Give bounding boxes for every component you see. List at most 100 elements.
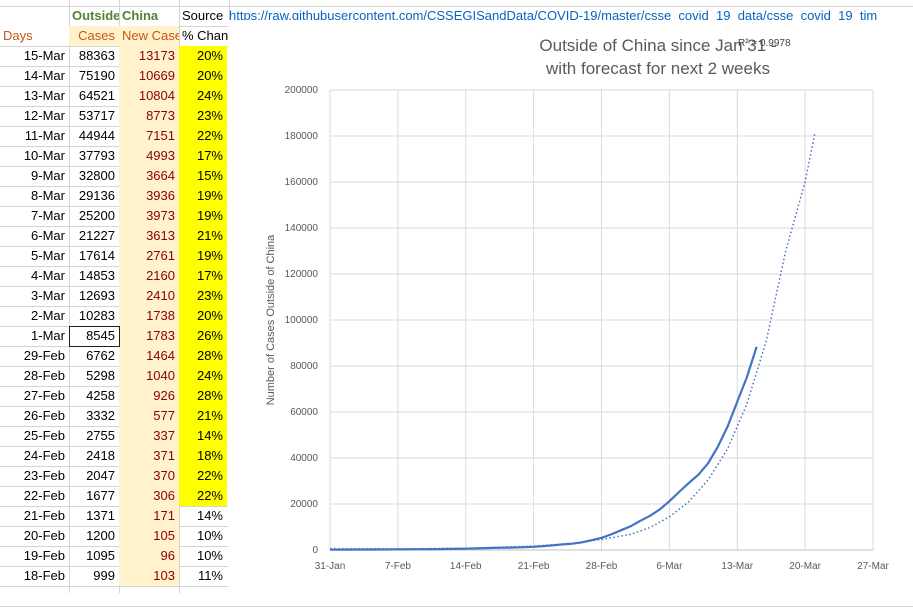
cell-new-cases[interactable]: 171 xyxy=(119,506,179,526)
cell-day[interactable]: 18-Feb xyxy=(23,568,65,583)
cell-cases[interactable]: 17614 xyxy=(78,248,115,263)
cell-cases[interactable]: 21227 xyxy=(78,228,115,243)
cell-cases[interactable]: 12693 xyxy=(78,288,115,303)
cell-day[interactable]: 8-Mar xyxy=(31,188,65,203)
cell-new-cases[interactable]: 1464 xyxy=(119,346,179,366)
cell-pct-change[interactable]: 23% xyxy=(179,106,227,126)
cell-day[interactable]: 28-Feb xyxy=(23,368,65,383)
cell-pct-change[interactable]: 24% xyxy=(179,366,227,386)
cell-new-cases[interactable]: 337 xyxy=(119,426,179,446)
cell-day[interactable]: 9-Mar xyxy=(31,168,65,183)
cell-new-cases[interactable]: 4993 xyxy=(119,146,179,166)
cell-cases[interactable]: 64521 xyxy=(78,88,115,103)
cell-cases[interactable]: 8545 xyxy=(86,328,115,343)
cell-day[interactable]: 1-Mar xyxy=(31,328,65,343)
cell-pct-change[interactable]: 21% xyxy=(179,226,227,246)
cell-day[interactable]: 21-Feb xyxy=(23,508,65,523)
cell-new-cases[interactable]: 13173 xyxy=(119,46,179,66)
cell-day[interactable]: 7-Mar xyxy=(31,208,65,223)
cell-cases[interactable]: 14853 xyxy=(78,268,115,283)
cell-new-cases[interactable]: 105 xyxy=(119,526,179,546)
cell-day[interactable]: 3-Mar xyxy=(31,288,65,303)
header-source[interactable]: Source xyxy=(182,8,224,23)
cell-new-cases[interactable]: 8773 xyxy=(119,106,179,126)
cell-pct-change[interactable]: 14% xyxy=(179,426,227,446)
cell-day[interactable]: 10-Mar xyxy=(23,148,65,163)
cell-new-cases[interactable]: 2160 xyxy=(119,266,179,286)
cell-cases[interactable]: 1677 xyxy=(86,488,115,503)
cell-day[interactable]: 6-Mar xyxy=(31,228,65,243)
cell-pct-change[interactable]: 20% xyxy=(179,306,227,326)
chart-area[interactable]: Outside of China since Jan 31 - with for… xyxy=(228,20,913,593)
cell-new-cases[interactable]: 10669 xyxy=(119,66,179,86)
cell-new-cases[interactable]: 3973 xyxy=(119,206,179,226)
cell-pct-change[interactable]: 17% xyxy=(179,146,227,166)
cell-cases[interactable]: 2418 xyxy=(86,448,115,463)
cell-pct-change[interactable]: 26% xyxy=(179,326,227,346)
cell-pct-change[interactable]: 28% xyxy=(179,386,227,406)
cell-day[interactable]: 27-Feb xyxy=(23,388,65,403)
cell-cases[interactable]: 10283 xyxy=(78,308,115,323)
cell-pct-change[interactable]: 22% xyxy=(179,126,227,146)
cell-day[interactable]: 22-Feb xyxy=(23,488,65,503)
cell-cases[interactable]: 53717 xyxy=(78,108,115,123)
cell-cases[interactable]: 6762 xyxy=(86,348,115,363)
cell-pct-change[interactable]: 17% xyxy=(179,266,227,286)
cell-cases[interactable]: 25200 xyxy=(78,208,115,223)
cell-cases[interactable]: 32800 xyxy=(78,168,115,183)
cell-cases[interactable]: 1095 xyxy=(86,548,115,563)
cell-pct-change[interactable]: 19% xyxy=(179,206,227,226)
cell-cases[interactable]: 5298 xyxy=(86,368,115,383)
cell-pct-change[interactable]: 22% xyxy=(179,486,227,506)
cell-new-cases[interactable]: 926 xyxy=(119,386,179,406)
cell-new-cases[interactable]: 1040 xyxy=(119,366,179,386)
cell-new-cases[interactable]: 96 xyxy=(119,546,179,566)
cell-pct-change[interactable]: 18% xyxy=(179,446,227,466)
cell-cases[interactable]: 999 xyxy=(93,568,115,583)
cell-day[interactable]: 4-Mar xyxy=(31,268,65,283)
cell-pct-change[interactable]: 10% xyxy=(196,548,223,563)
cell-pct-change[interactable]: 22% xyxy=(179,466,227,486)
cell-pct-change[interactable]: 19% xyxy=(179,246,227,266)
cell-new-cases[interactable]: 10804 xyxy=(119,86,179,106)
cell-new-cases[interactable]: 2761 xyxy=(119,246,179,266)
cell-cases[interactable]: 44944 xyxy=(78,128,115,143)
cell-new-cases[interactable]: 1738 xyxy=(119,306,179,326)
cell-day[interactable]: 13-Mar xyxy=(23,88,65,103)
header-new-cases[interactable]: New Case xyxy=(119,26,179,46)
cell-new-cases[interactable]: 7151 xyxy=(119,126,179,146)
cell-pct-change[interactable]: 19% xyxy=(179,186,227,206)
header-china[interactable]: China xyxy=(122,8,159,23)
cell-pct-change[interactable]: 20% xyxy=(179,46,227,66)
cell-day[interactable]: 12-Mar xyxy=(23,108,65,123)
cell-cases[interactable]: 88363 xyxy=(78,48,115,63)
cell-pct-change[interactable]: 15% xyxy=(179,166,227,186)
cell-day[interactable]: 26-Feb xyxy=(23,408,65,423)
cell-pct-change[interactable]: 21% xyxy=(179,406,227,426)
cell-day[interactable]: 19-Feb xyxy=(23,548,65,563)
cell-day[interactable]: 23-Feb xyxy=(23,468,65,483)
cell-day[interactable]: 2-Mar xyxy=(31,308,65,323)
header-cases[interactable]: Cases xyxy=(69,26,119,46)
header-outside[interactable]: Outside xyxy=(72,8,119,23)
cell-new-cases[interactable]: 1783 xyxy=(119,326,179,346)
cell-pct-change[interactable]: 28% xyxy=(179,346,227,366)
cell-day[interactable]: 14-Mar xyxy=(23,68,65,83)
cell-cases[interactable]: 2047 xyxy=(86,468,115,483)
cell-pct-change[interactable]: 14% xyxy=(196,508,223,523)
cell-new-cases[interactable]: 3936 xyxy=(119,186,179,206)
cell-day[interactable]: 25-Feb xyxy=(23,428,65,443)
cell-pct-change[interactable]: 10% xyxy=(196,528,223,543)
cell-new-cases[interactable]: 2410 xyxy=(119,286,179,306)
cell-day[interactable]: 11-Mar xyxy=(24,128,65,143)
cell-pct-change[interactable]: 20% xyxy=(179,66,227,86)
cell-day[interactable]: 15-Mar xyxy=(23,48,65,63)
cell-pct-change[interactable]: 24% xyxy=(179,86,227,106)
cell-new-cases[interactable]: 577 xyxy=(119,406,179,426)
cell-cases[interactable]: 3332 xyxy=(86,408,115,423)
cell-cases[interactable]: 29136 xyxy=(78,188,115,203)
header-pct-change[interactable]: % Chang xyxy=(182,28,229,43)
cell-day[interactable]: 24-Feb xyxy=(23,448,65,463)
cell-cases[interactable]: 4258 xyxy=(86,388,115,403)
cell-new-cases[interactable]: 306 xyxy=(119,486,179,506)
